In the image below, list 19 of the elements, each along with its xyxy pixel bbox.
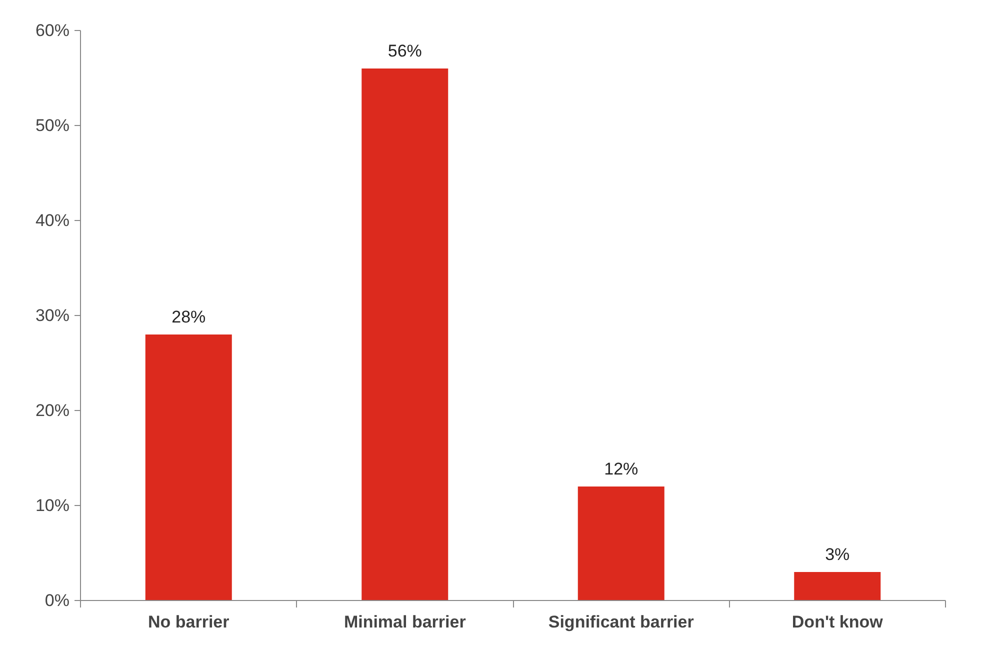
y-tick-label: 50% — [35, 116, 70, 135]
x-tick-label: Minimal barrier — [344, 612, 466, 632]
data-label: 56% — [388, 42, 422, 60]
bar — [362, 68, 448, 600]
data-label: 3% — [825, 545, 850, 564]
x-tick-label: No barrier — [148, 612, 230, 632]
x-tick-label: Significant barrier — [548, 612, 694, 632]
y-tick-label: 60% — [35, 21, 70, 40]
y-tick-label: 30% — [35, 306, 70, 325]
bar — [578, 486, 664, 600]
y-tick-label: 40% — [35, 211, 70, 230]
x-tick-label: Don't know — [792, 612, 884, 632]
bar — [145, 334, 232, 600]
bar — [794, 572, 881, 600]
data-label: 12% — [604, 460, 638, 478]
y-tick-label: 20% — [35, 401, 70, 420]
data-label: 28% — [172, 308, 206, 326]
y-tick-label: 0% — [44, 591, 70, 610]
y-tick-label: 10% — [35, 496, 70, 515]
